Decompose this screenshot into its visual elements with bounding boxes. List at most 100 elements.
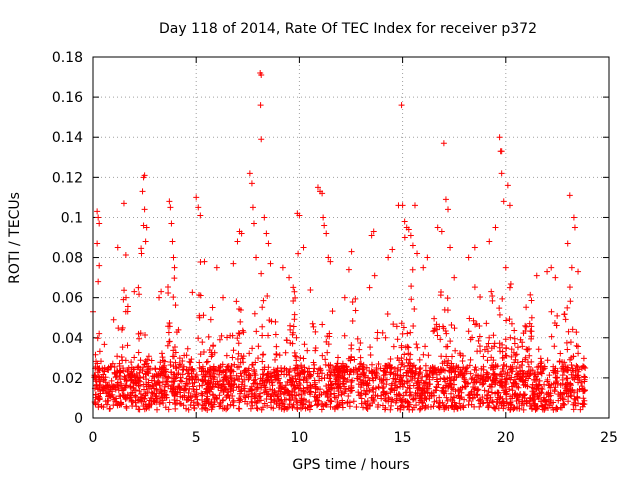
- data-point: [321, 375, 328, 382]
- data-point: [519, 393, 526, 400]
- data-point: [568, 361, 575, 368]
- data-point: [98, 358, 105, 365]
- data-point: [401, 380, 408, 387]
- data-point: [559, 391, 566, 398]
- data-point: [205, 368, 212, 375]
- data-point: [208, 386, 215, 393]
- data-point: [171, 275, 178, 282]
- data-point: [375, 401, 382, 408]
- data-point: [441, 358, 448, 365]
- data-point: [253, 392, 260, 399]
- data-point: [223, 367, 230, 374]
- data-point: [434, 224, 441, 231]
- data-point: [225, 378, 232, 385]
- data-point: [248, 393, 255, 400]
- data-point: [185, 394, 192, 401]
- data-point: [225, 380, 232, 387]
- data-point: [427, 364, 434, 371]
- data-point: [529, 367, 536, 374]
- data-point: [573, 342, 580, 349]
- data-point: [508, 402, 515, 409]
- data-point: [314, 184, 321, 191]
- data-point: [96, 220, 103, 227]
- data-point: [216, 378, 223, 385]
- data-point: [280, 401, 287, 408]
- data-point: [531, 391, 538, 398]
- data-point: [235, 330, 242, 337]
- data-point: [349, 377, 356, 384]
- data-point: [176, 400, 183, 407]
- data-point: [287, 397, 294, 404]
- data-point: [235, 363, 242, 370]
- data-point: [418, 386, 425, 393]
- data-point: [443, 353, 450, 360]
- data-point: [488, 381, 495, 388]
- data-point: [508, 353, 515, 360]
- data-point: [244, 400, 251, 407]
- data-point: [162, 391, 169, 398]
- data-point: [282, 382, 289, 389]
- data-point: [570, 214, 577, 221]
- data-point: [96, 262, 103, 269]
- data-point: [568, 393, 575, 400]
- data-point: [366, 367, 373, 374]
- data-point: [485, 348, 492, 355]
- data-point: [128, 359, 135, 366]
- data-point: [271, 397, 278, 404]
- data-point: [538, 362, 545, 369]
- x-tick-label: 10: [290, 430, 308, 446]
- data-point: [213, 264, 220, 271]
- data-point: [348, 248, 355, 255]
- data-point: [272, 318, 279, 325]
- data-point: [136, 369, 143, 376]
- data-point: [574, 393, 581, 400]
- data-point: [446, 374, 453, 381]
- data-point: [525, 363, 532, 370]
- data-point: [535, 346, 542, 353]
- data-point: [491, 404, 498, 411]
- data-point: [296, 380, 303, 387]
- data-point: [158, 288, 165, 295]
- data-point: [498, 148, 505, 155]
- data-point: [410, 396, 417, 403]
- data-point: [457, 371, 464, 378]
- data-point: [451, 399, 458, 406]
- data-point: [488, 389, 495, 396]
- data-point: [571, 224, 578, 231]
- data-point: [287, 322, 294, 329]
- data-point: [580, 395, 587, 402]
- data-point: [567, 356, 574, 363]
- data-point: [344, 400, 351, 407]
- data-point: [283, 396, 290, 403]
- data-point: [208, 373, 215, 380]
- data-point: [178, 401, 185, 408]
- data-point: [393, 323, 400, 330]
- data-point: [122, 396, 129, 403]
- data-point: [345, 393, 352, 400]
- data-point: [481, 346, 488, 353]
- data-point: [352, 307, 359, 314]
- data-point: [210, 343, 217, 350]
- data-point: [517, 336, 524, 343]
- data-point: [296, 212, 303, 219]
- data-point: [363, 382, 370, 389]
- data-point: [147, 394, 154, 401]
- data-point: [318, 406, 325, 413]
- data-point: [567, 339, 574, 346]
- data-point: [401, 363, 408, 370]
- data-point: [475, 337, 482, 344]
- data-point: [451, 376, 458, 383]
- data-point: [465, 328, 472, 335]
- data-point: [284, 378, 291, 385]
- data-point: [95, 214, 102, 221]
- data-point: [272, 356, 279, 363]
- data-point: [307, 384, 314, 391]
- data-point: [345, 355, 352, 362]
- data-point: [106, 388, 113, 395]
- data-point: [469, 394, 476, 401]
- data-point: [538, 370, 545, 377]
- data-point: [464, 364, 471, 371]
- data-point: [500, 198, 507, 205]
- data-point: [126, 395, 133, 402]
- data-point: [383, 368, 390, 375]
